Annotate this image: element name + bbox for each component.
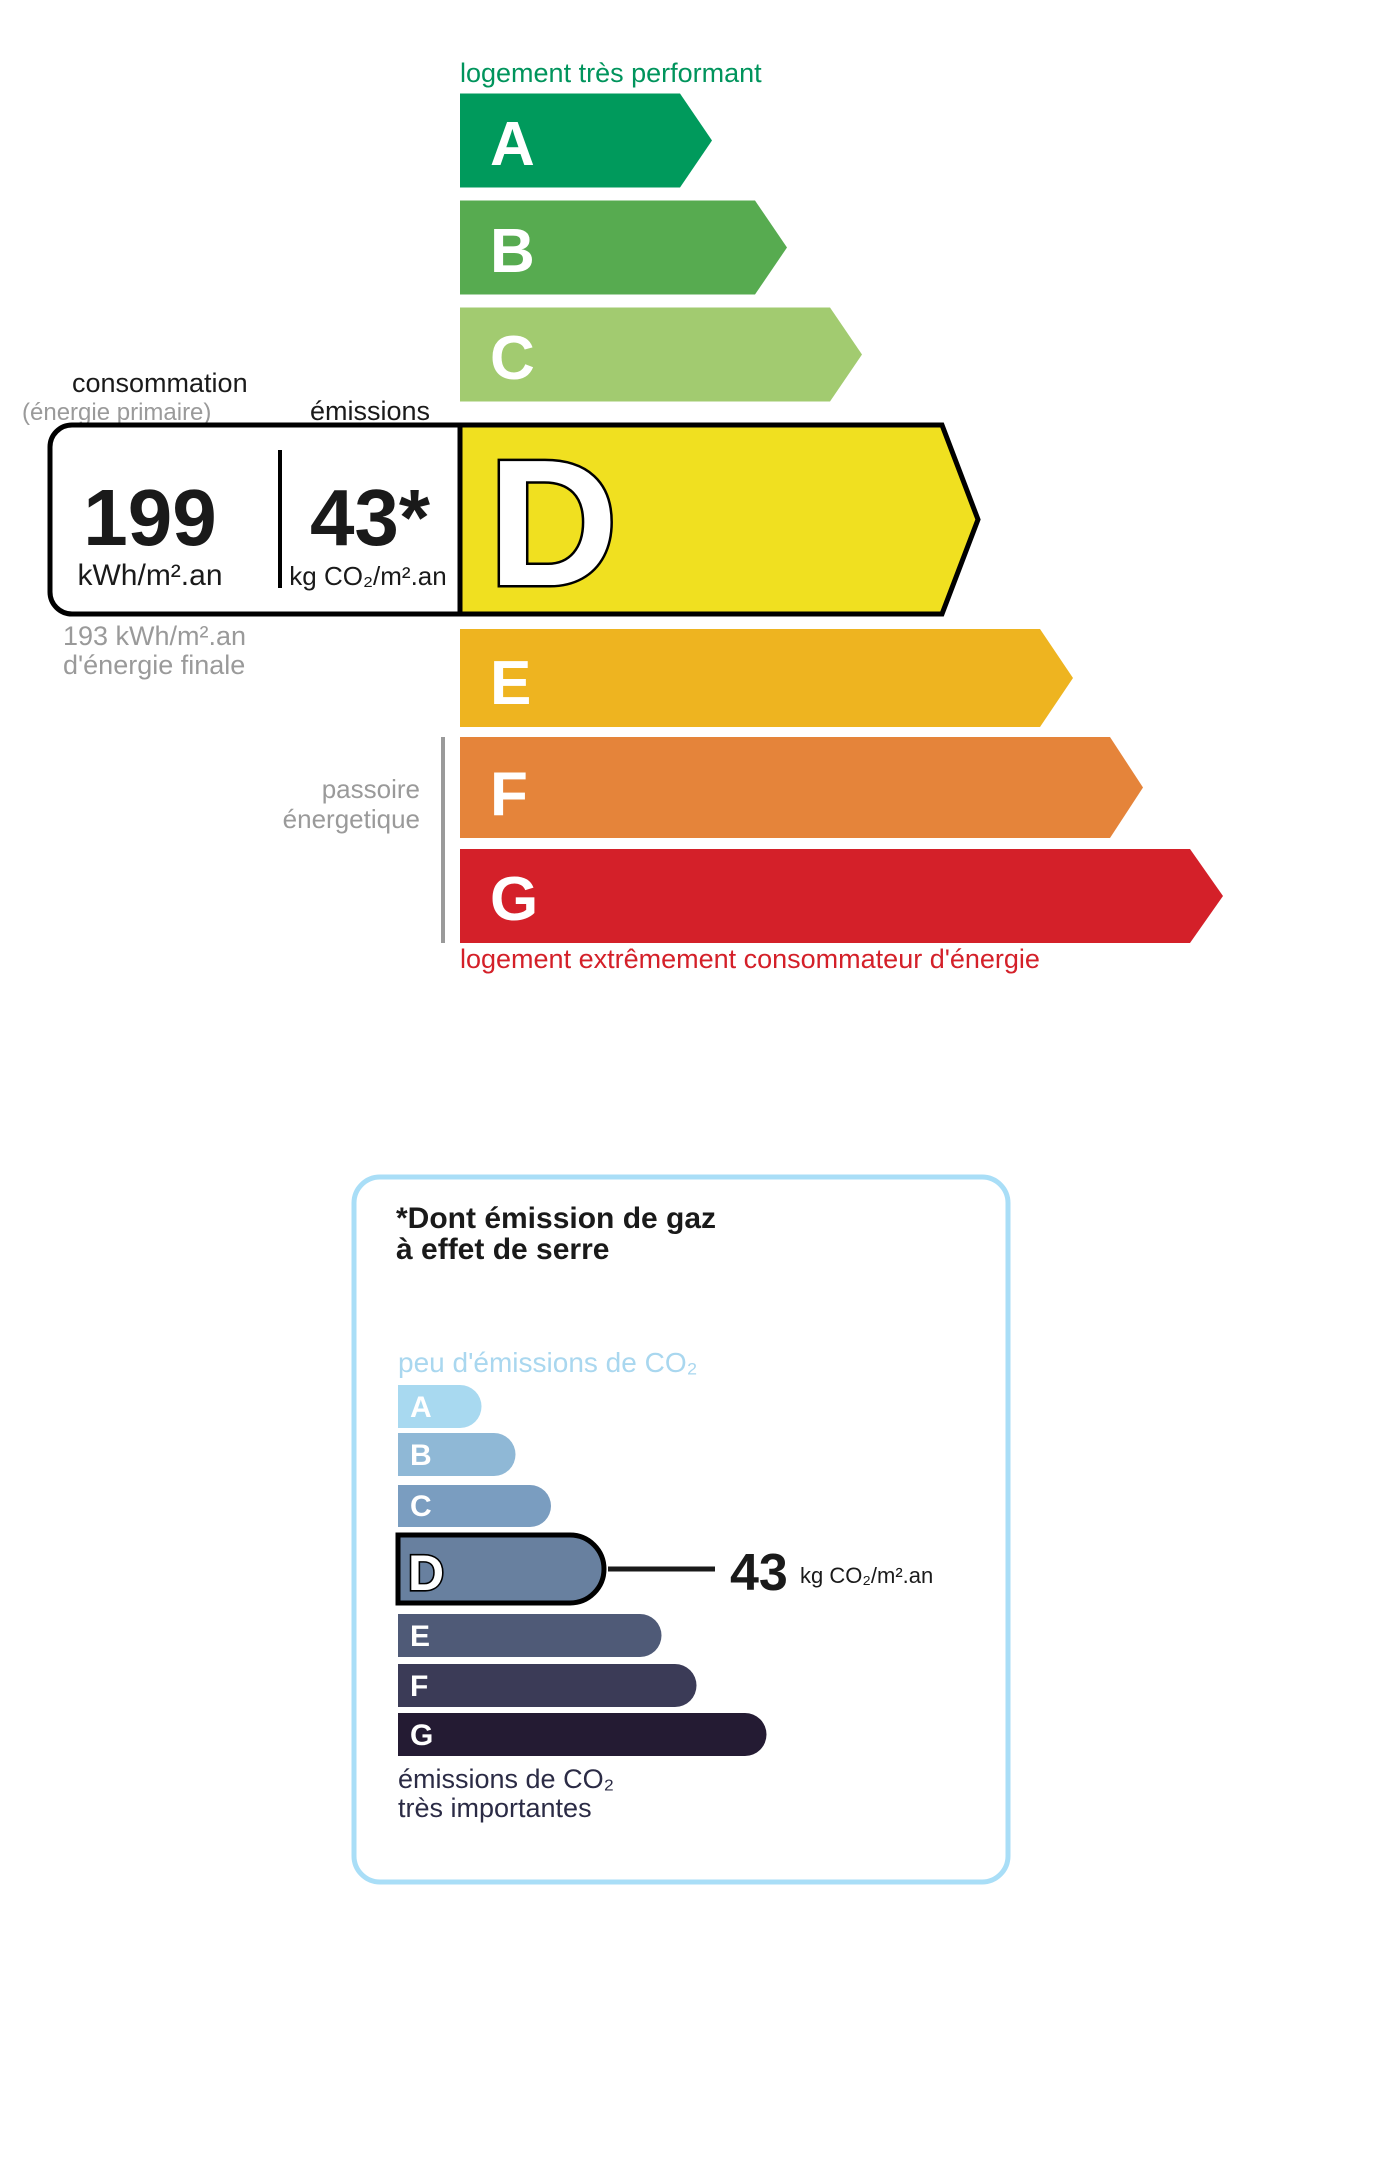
svg-text:kg CO₂/m².an: kg CO₂/m².an xyxy=(289,561,446,591)
svg-text:F: F xyxy=(410,1670,428,1703)
svg-text:E: E xyxy=(410,1620,430,1653)
svg-text:logement extrêmement consommat: logement extrêmement consommateur d'éner… xyxy=(460,944,1040,974)
svg-text:D: D xyxy=(408,1545,444,1601)
svg-text:kWh/m².an: kWh/m².an xyxy=(77,559,222,592)
svg-text:*Dont émission de gaz: *Dont émission de gaz xyxy=(396,1202,716,1235)
svg-text:199: 199 xyxy=(83,473,216,562)
svg-text:très importantes: très importantes xyxy=(398,1793,592,1823)
svg-text:D: D xyxy=(488,423,618,624)
svg-text:B: B xyxy=(490,217,535,286)
svg-text:F: F xyxy=(490,760,528,829)
svg-text:A: A xyxy=(490,110,535,179)
svg-text:B: B xyxy=(410,1439,432,1472)
svg-text:43: 43 xyxy=(730,1544,788,1602)
svg-text:193 kWh/m².an: 193 kWh/m².an xyxy=(63,621,246,651)
svg-text:G: G xyxy=(410,1719,433,1752)
svg-text:passoire: passoire xyxy=(322,774,420,804)
svg-text:émissions de CO₂: émissions de CO₂ xyxy=(398,1764,614,1794)
svg-text:peu d'émissions de CO₂: peu d'émissions de CO₂ xyxy=(398,1347,697,1378)
svg-text:G: G xyxy=(490,865,538,934)
svg-text:E: E xyxy=(490,649,531,718)
svg-text:A: A xyxy=(410,1391,432,1424)
svg-text:énergetique: énergetique xyxy=(283,804,420,834)
svg-text:C: C xyxy=(410,1490,432,1523)
svg-text:C: C xyxy=(490,324,535,393)
svg-text:d'énergie finale: d'énergie finale xyxy=(63,650,245,680)
svg-text:43*: 43* xyxy=(310,473,431,562)
svg-text:émissions: émissions xyxy=(310,396,430,426)
svg-text:logement très performant: logement très performant xyxy=(460,58,762,88)
svg-text:kg CO₂/m².an: kg CO₂/m².an xyxy=(800,1563,933,1588)
svg-text:(énergie primaire): (énergie primaire) xyxy=(22,399,211,426)
svg-text:consommation: consommation xyxy=(72,368,248,398)
svg-text:à effet de serre: à effet de serre xyxy=(396,1233,609,1266)
